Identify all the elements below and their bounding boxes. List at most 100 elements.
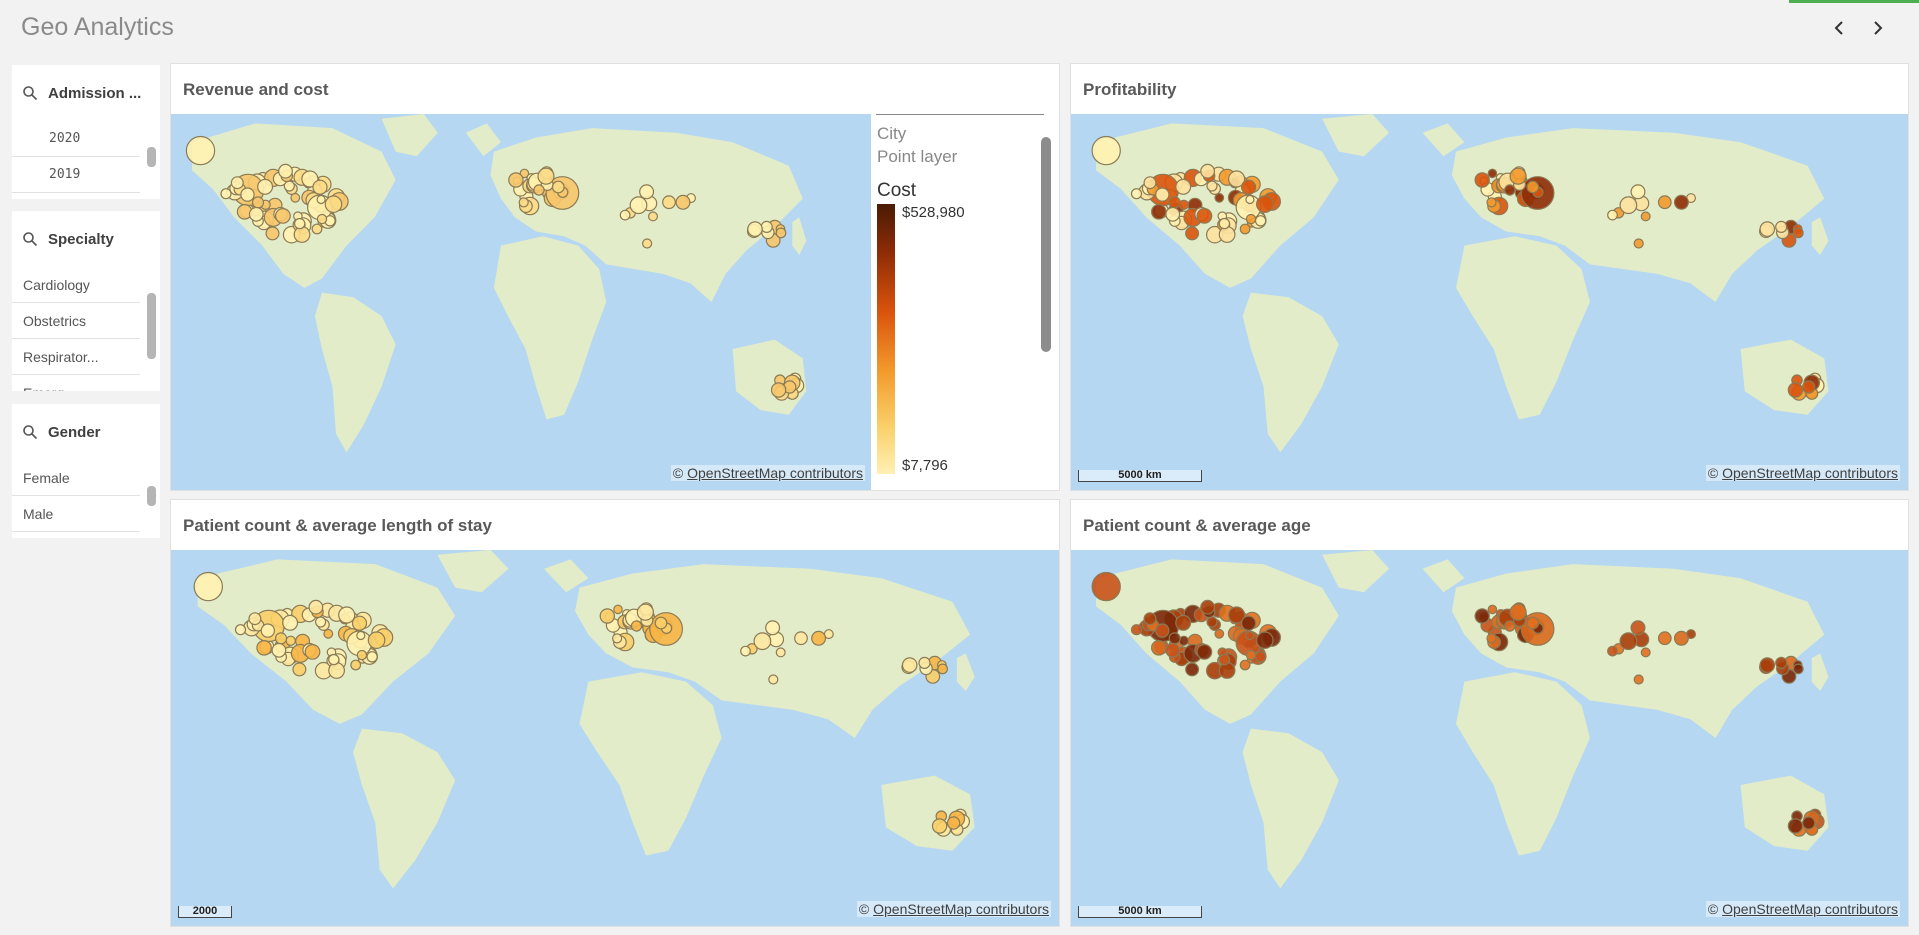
city-point[interactable] [1802, 816, 1816, 830]
city-point[interactable] [612, 633, 623, 644]
city-point[interactable] [1130, 188, 1143, 200]
city-point[interactable] [1165, 206, 1181, 222]
city-point[interactable] [1241, 615, 1257, 631]
city-point[interactable] [257, 178, 274, 195]
city-point[interactable] [251, 196, 265, 209]
city-point[interactable] [1619, 196, 1638, 215]
city-point[interactable] [1633, 674, 1644, 685]
city-point[interactable] [937, 663, 948, 675]
city-point[interactable] [740, 645, 751, 657]
city-point[interactable] [1673, 194, 1689, 210]
list-item[interactable]: Male [12, 496, 140, 532]
city-point[interactable] [760, 220, 773, 234]
city-point[interactable] [316, 213, 328, 225]
city-point[interactable] [1787, 382, 1804, 398]
city-point[interactable] [1239, 223, 1251, 235]
city-point[interactable] [1630, 184, 1646, 200]
list-item[interactable]: Female [12, 460, 140, 496]
specialty-filter-header[interactable]: Specialty [12, 211, 160, 267]
city-point[interactable] [1486, 197, 1497, 208]
city-point[interactable] [630, 620, 643, 632]
city-point[interactable] [636, 603, 654, 621]
gender-filter-header[interactable]: Gender [12, 404, 160, 460]
city-point[interactable] [1218, 653, 1231, 666]
map-length-of-stay[interactable]: 2000 © OpenStreetMap contributors [171, 550, 1059, 926]
map-average-age[interactable]: 5000 km © OpenStreetMap contributors [1071, 550, 1908, 926]
prev-sheet-button[interactable] [1825, 14, 1853, 42]
city-point[interactable] [316, 194, 326, 205]
city-point[interactable] [324, 195, 343, 213]
city-point[interactable] [274, 632, 288, 645]
city-point[interactable] [1775, 656, 1788, 670]
city-point[interactable] [1218, 226, 1236, 243]
city-point[interactable] [1214, 192, 1225, 203]
city-point[interactable] [248, 612, 262, 626]
city-point[interactable] [1185, 662, 1200, 677]
city-point[interactable] [293, 226, 311, 243]
city-point[interactable] [193, 571, 223, 602]
city-point[interactable] [765, 620, 781, 636]
city-point[interactable] [1486, 633, 1497, 644]
map-attribution[interactable]: © OpenStreetMap contributors [1705, 465, 1900, 481]
city-point[interactable] [946, 816, 961, 830]
city-point[interactable] [1245, 630, 1255, 641]
admission-filter[interactable]: Admission ... 2020 2019 [12, 65, 160, 199]
city-point[interactable] [248, 206, 264, 222]
city-point[interactable] [1241, 179, 1257, 195]
city-point[interactable] [256, 640, 272, 656]
city-point[interactable] [1218, 217, 1231, 230]
city-point[interactable] [918, 656, 931, 670]
city-point[interactable] [1175, 178, 1192, 195]
list-item[interactable]: 2020 [12, 121, 140, 157]
scrollbar[interactable] [147, 293, 156, 359]
city-point[interactable] [260, 623, 276, 638]
city-point[interactable] [282, 614, 299, 631]
city-point[interactable] [185, 135, 216, 166]
city-point[interactable] [1245, 213, 1257, 225]
city-point[interactable] [1640, 211, 1651, 222]
city-point[interactable] [1657, 195, 1672, 210]
length-of-stay-panel[interactable]: Patient count & average length of stay 2… [170, 499, 1060, 927]
average-age-panel[interactable]: Patient count & average age 5000 km © Op… [1070, 499, 1909, 927]
city-point[interactable] [747, 221, 763, 237]
city-point[interactable] [1759, 221, 1776, 237]
city-point[interactable] [1196, 207, 1213, 224]
city-point[interactable] [1143, 176, 1157, 190]
city-point[interactable] [1607, 209, 1618, 221]
city-point[interactable] [240, 187, 255, 202]
city-point[interactable] [292, 662, 307, 677]
city-point[interactable] [1802, 380, 1816, 394]
city-point[interactable] [1640, 647, 1651, 658]
city-point[interactable] [1168, 196, 1181, 209]
city-point[interactable] [508, 172, 524, 188]
city-point[interactable] [1792, 227, 1804, 239]
city-point[interactable] [1254, 215, 1267, 227]
city-point[interactable] [1787, 818, 1804, 834]
map-revenue[interactable]: © OpenStreetMap contributors [171, 114, 873, 490]
city-point[interactable] [1200, 599, 1216, 615]
city-point[interactable] [290, 192, 301, 203]
scrollbar[interactable] [147, 486, 156, 506]
city-point[interactable] [519, 168, 530, 179]
list-item[interactable]: Obstetrics [12, 303, 140, 339]
map-attribution[interactable]: © OpenStreetMap contributors [1705, 901, 1900, 917]
city-point[interactable] [753, 632, 772, 651]
city-point[interactable] [230, 176, 244, 190]
city-point[interactable] [662, 195, 676, 210]
city-point[interactable] [1245, 649, 1257, 661]
admission-filter-header[interactable]: Admission ... [12, 65, 160, 121]
city-point[interactable] [351, 615, 368, 631]
map-attribution[interactable]: © OpenStreetMap contributors [856, 901, 1051, 917]
city-point[interactable] [768, 674, 779, 685]
city-point[interactable] [1474, 172, 1490, 188]
city-point[interactable] [642, 238, 653, 249]
city-point[interactable] [775, 227, 787, 239]
city-point[interactable] [1657, 631, 1672, 646]
gender-filter[interactable]: Gender Female Male [12, 404, 160, 538]
city-point[interactable] [1526, 180, 1540, 194]
city-point[interactable] [1214, 628, 1225, 639]
city-point[interactable] [654, 616, 668, 630]
city-point[interactable] [551, 180, 565, 194]
city-point[interactable] [775, 647, 786, 658]
city-point[interactable] [1228, 606, 1246, 624]
